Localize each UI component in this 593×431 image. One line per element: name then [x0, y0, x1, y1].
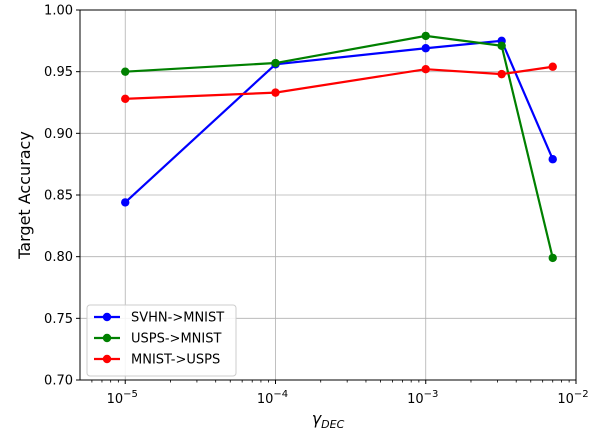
y-tick-label: 0.95 — [44, 65, 73, 80]
data-point — [271, 88, 280, 97]
data-point — [121, 198, 130, 207]
y-tick-label: 1.00 — [44, 4, 73, 19]
x-tick-label: 10−2 — [557, 389, 588, 407]
data-point — [548, 62, 557, 71]
series-layer — [121, 31, 557, 263]
series-line — [125, 34, 554, 259]
y-tick-label: 0.70 — [44, 374, 73, 389]
y-tick-label: 0.80 — [44, 250, 73, 265]
legend-box — [86, 304, 237, 377]
legend-label: MNIST->USPS — [131, 353, 220, 368]
x-tick-label: 10−5 — [107, 389, 138, 407]
data-point — [271, 58, 280, 68]
data-point — [548, 253, 557, 263]
y-tick-label: 0.85 — [44, 189, 73, 204]
data-point — [421, 65, 430, 74]
x-tick-label: 10−4 — [257, 389, 288, 407]
series-line — [124, 39, 554, 204]
y-tick-label: 0.75 — [44, 312, 73, 327]
y-axis-label: Target Accuracy — [15, 131, 34, 260]
data-point — [121, 67, 130, 76]
data-point — [421, 31, 430, 41]
legend-label: SVHN->MNIST — [131, 311, 224, 326]
axis-ticks: 0.70 0.75 0.80 0.85 0.90 0.95 1.00 10−5 10−4 10−3… — [44, 4, 589, 408]
legend-marker — [102, 333, 112, 343]
data-point — [497, 41, 506, 50]
data-point — [548, 155, 557, 164]
legend-label: USPS->MNIST — [131, 332, 221, 347]
x-tick-label: 10−3 — [407, 389, 438, 407]
data-point — [121, 94, 130, 104]
x-axis-label-main: γ — [312, 409, 323, 428]
y-tick-label: 0.90 — [44, 127, 73, 142]
legend-marker — [102, 354, 112, 364]
legend: SVHN->MNIST USPS->MNIST MNIST->USPS — [86, 304, 237, 377]
x-axis-label: γDEC — [312, 409, 345, 431]
x-axis-label-subscript: DEC — [321, 418, 344, 431]
legend-marker — [102, 312, 112, 322]
data-point — [421, 44, 430, 53]
data-point — [497, 69, 506, 79]
